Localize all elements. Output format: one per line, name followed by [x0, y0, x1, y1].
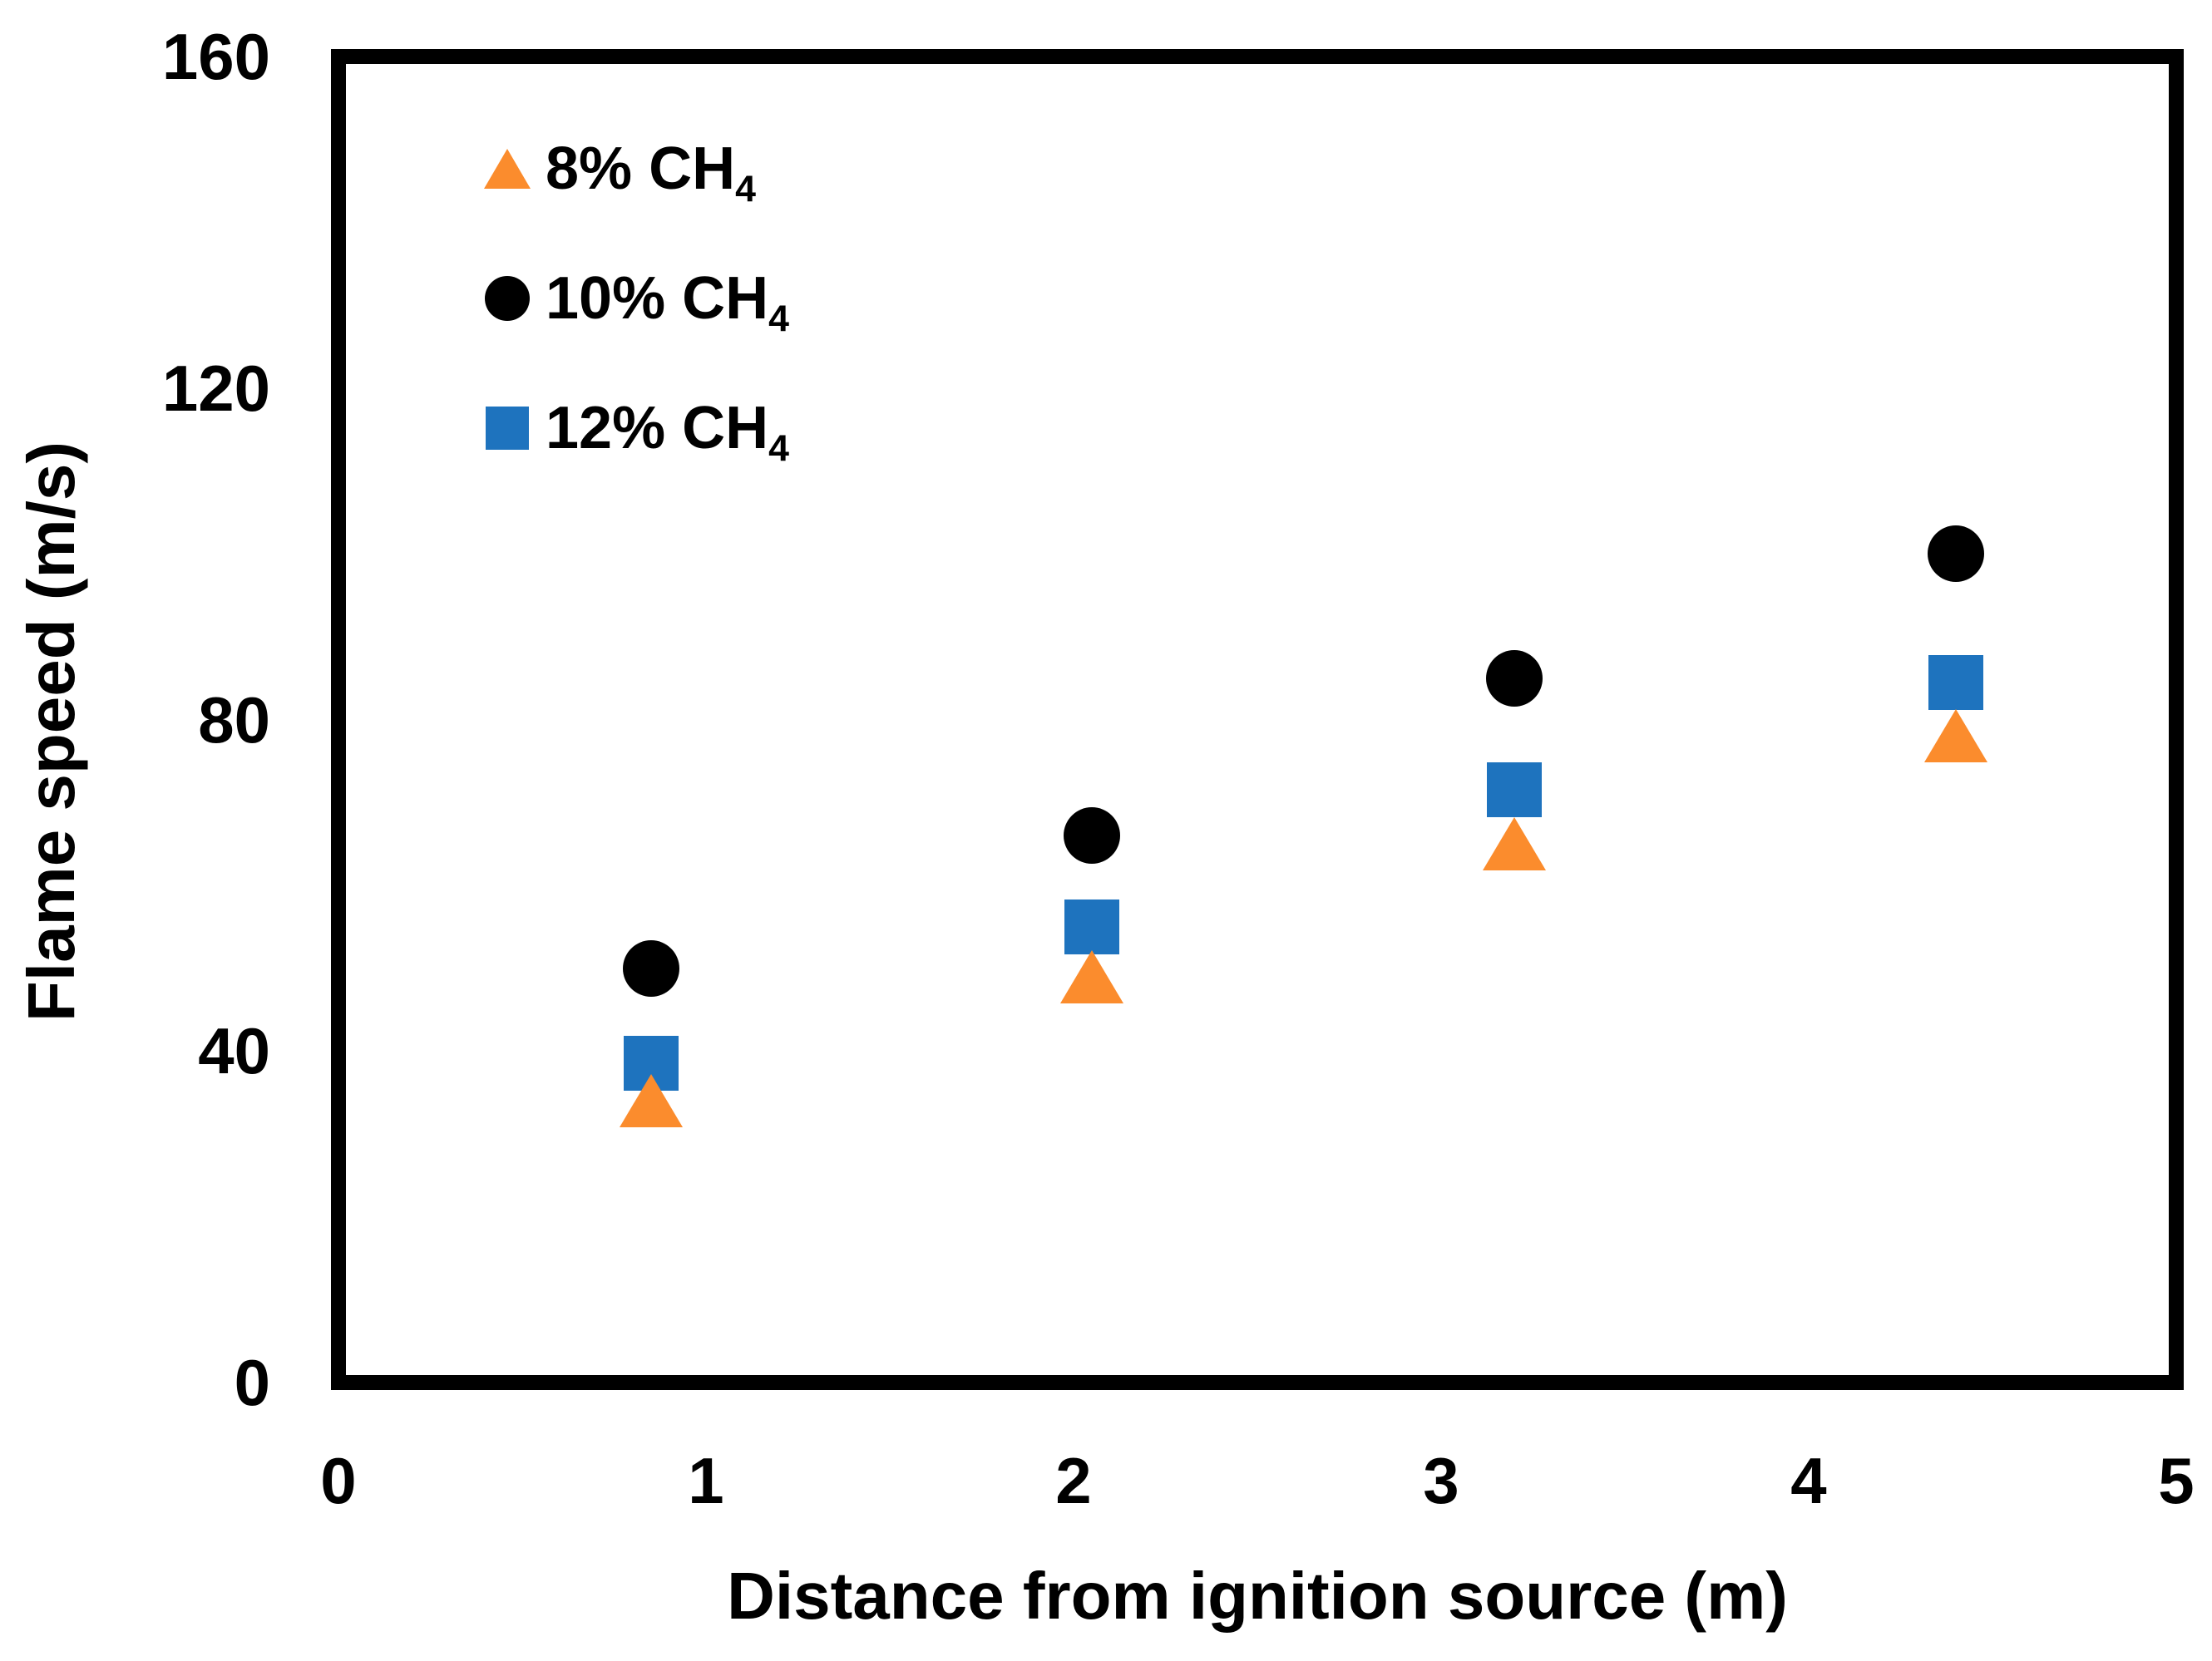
legend-marker-cell [481, 276, 534, 321]
square-marker-icon [486, 407, 529, 450]
data-point-circle [1927, 525, 1984, 583]
x-tick-label: 3 [1423, 1444, 1459, 1517]
triangle-marker-icon [484, 149, 531, 189]
legend-label-text: 10% CH [546, 265, 769, 332]
x-tick-label: 1 [688, 1444, 724, 1517]
legend-label-subscript: 4 [768, 298, 789, 340]
legend-label: 8% CH4 [546, 136, 756, 208]
data-point-square [1928, 654, 1983, 710]
data-point-triangle [619, 1074, 683, 1128]
circle-marker-icon [485, 276, 530, 321]
legend-label: 10% CH4 [546, 269, 789, 338]
data-point-triangle [1060, 949, 1124, 1003]
plot-area [331, 49, 2184, 1390]
x-axis-title: Distance from ignition source (m) [727, 1559, 1788, 1633]
x-tick-label: 4 [1790, 1444, 1827, 1517]
x-tick-label: 0 [320, 1444, 357, 1517]
data-point-circle [1064, 807, 1121, 865]
legend-label-subscript: 4 [768, 428, 789, 470]
legend-item: 12% CH4 [481, 398, 789, 467]
legend-marker-cell [481, 407, 534, 450]
legend-label-text: 8% CH [546, 136, 736, 202]
legend-item: 10% CH4 [481, 269, 789, 338]
data-point-triangle [1483, 817, 1547, 871]
x-tick-label: 2 [1055, 1444, 1092, 1517]
data-point-circle [622, 939, 679, 997]
legend-label-subscript: 4 [735, 169, 756, 210]
y-tick-label: 160 [161, 20, 270, 93]
y-tick-label: 120 [161, 351, 270, 425]
legend-label: 12% CH4 [546, 395, 789, 467]
x-tick-label: 5 [2158, 1444, 2195, 1517]
y-tick-label: 0 [234, 1346, 270, 1419]
data-point-square [1487, 762, 1543, 818]
legend-item: 8% CH4 [481, 139, 789, 208]
legend-marker-cell [481, 149, 534, 189]
legend: 8% CH4 10% CH4 12% CH4 [481, 139, 789, 532]
legend-label-text: 12% CH [546, 395, 769, 461]
y-tick-label: 80 [198, 683, 270, 757]
data-point-circle [1486, 649, 1543, 707]
y-tick-label: 40 [198, 1014, 270, 1088]
data-point-triangle [1923, 709, 1987, 763]
data-point-square [1064, 899, 1120, 954]
